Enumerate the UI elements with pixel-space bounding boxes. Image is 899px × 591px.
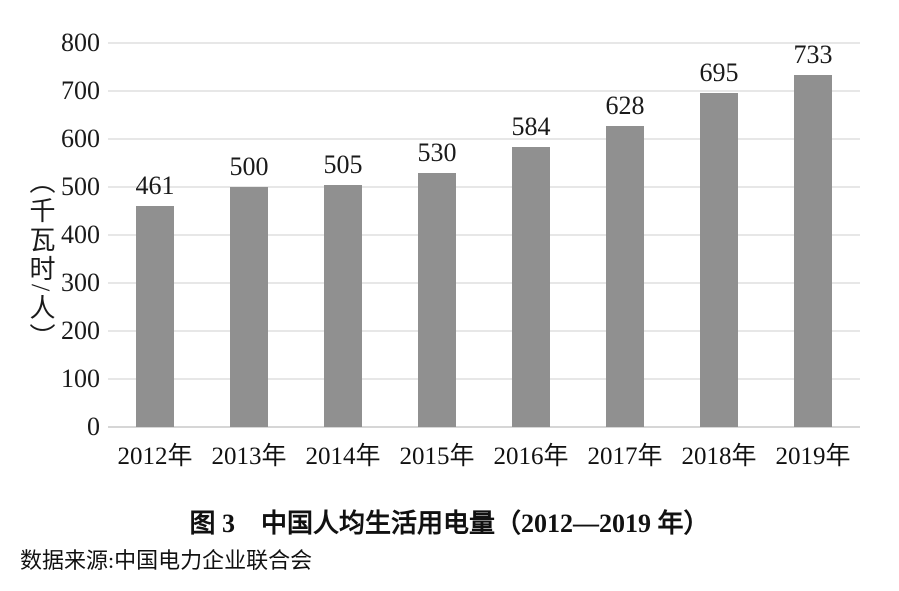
x-tick-2013年: 2013年 xyxy=(211,443,287,470)
value-label-2019年: 733 xyxy=(793,40,833,70)
x-tick-2015年: 2015年 xyxy=(399,443,475,470)
x-axis-baseline xyxy=(108,426,860,428)
y-tick-400: 400 xyxy=(61,220,100,249)
value-label-2012年: 461 xyxy=(135,170,175,200)
y-tick-100: 100 xyxy=(61,364,100,393)
gridline-300 xyxy=(108,282,860,284)
x-tick-2014年: 2014年 xyxy=(305,443,381,470)
gridline-500 xyxy=(108,186,860,188)
value-label-2018年: 695 xyxy=(699,58,739,88)
x-tick-2017年: 2017年 xyxy=(587,443,663,470)
bar-2012年 xyxy=(136,205,174,427)
value-label-2017年: 628 xyxy=(605,90,645,120)
bar-2016年 xyxy=(512,146,550,427)
gridline-100 xyxy=(108,378,860,380)
y-tick-0: 0 xyxy=(87,412,100,441)
y-tick-200: 200 xyxy=(61,316,100,345)
gridline-800 xyxy=(108,42,860,44)
data-source: 数据来源:中国电力企业联合会 xyxy=(20,548,313,573)
x-tick-2016年: 2016年 xyxy=(493,443,569,470)
y-tick-800: 800 xyxy=(61,28,100,57)
chart-caption: 图 3 中国人均生活用电量（2012—2019 年） xyxy=(189,509,710,538)
gridline-700 xyxy=(108,90,860,92)
y-tick-700: 700 xyxy=(61,76,100,105)
value-label-2014年: 505 xyxy=(323,149,363,179)
gridline-400 xyxy=(108,234,860,236)
y-tick-600: 600 xyxy=(61,124,100,153)
bar-2017年 xyxy=(606,125,644,427)
bar-2015年 xyxy=(418,172,456,427)
y-tick-300: 300 xyxy=(61,268,100,297)
value-label-2016年: 584 xyxy=(511,111,551,141)
value-label-2015年: 530 xyxy=(417,137,457,167)
x-tick-2012年: 2012年 xyxy=(117,443,193,470)
gridline-600 xyxy=(108,138,860,140)
x-tick-2018年: 2018年 xyxy=(681,443,757,470)
value-label-2013年: 500 xyxy=(229,152,269,181)
y-tick-500: 500 xyxy=(61,172,100,201)
gridline-200 xyxy=(108,330,860,332)
bar-2014年 xyxy=(324,184,362,427)
x-tick-2019年: 2019年 xyxy=(775,443,851,470)
bar-2018年 xyxy=(700,93,738,427)
y-axis-title: （千瓦时/人） xyxy=(26,168,55,353)
bar-2019年 xyxy=(794,75,832,427)
bar-2013年 xyxy=(230,187,268,427)
